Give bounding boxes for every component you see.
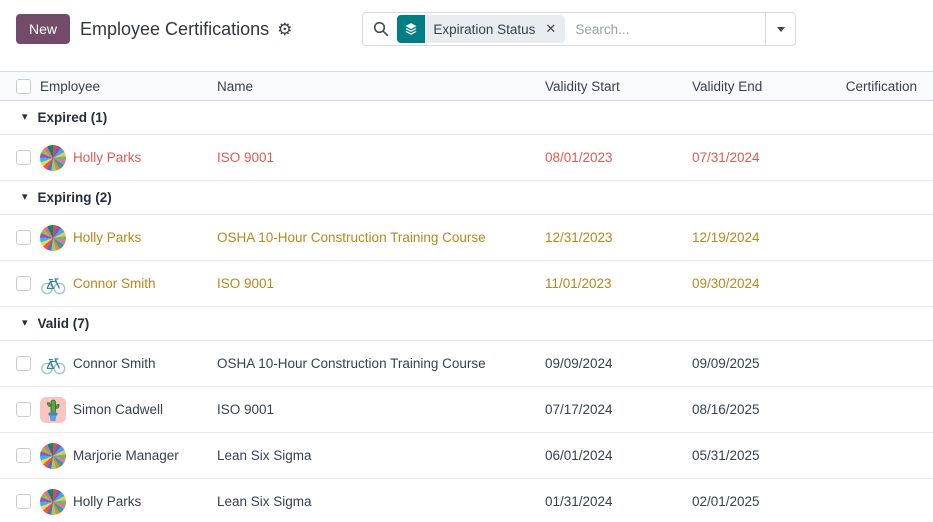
chevron-down-icon <box>776 26 785 32</box>
layers-icon <box>397 15 426 43</box>
row-checkbox[interactable] <box>16 276 31 291</box>
column-header-validity-end[interactable]: Validity End <box>692 78 763 94</box>
pinwheel-avatar <box>40 144 66 171</box>
row-checkbox[interactable] <box>16 448 31 463</box>
certification-name: ISO 9001 <box>217 150 275 165</box>
certification-name: ISO 9001 <box>217 276 275 291</box>
group-caret-icon: ▾ <box>22 111 28 123</box>
validity-end: 05/31/2025 <box>692 448 760 463</box>
table-row[interactable]: Holly Parks Lean Six Sigma 01/31/2024 02… <box>0 479 933 522</box>
employee-name: Marjorie Manager <box>73 448 179 463</box>
validity-start: 12/31/2023 <box>545 230 613 245</box>
page-title: Employee Certifications <box>80 18 270 39</box>
certification-name: OSHA 10-Hour Construction Training Cours… <box>217 356 486 371</box>
row-checkbox[interactable] <box>16 150 31 165</box>
pinwheel-avatar <box>40 488 66 515</box>
pinwheel-avatar <box>40 224 66 251</box>
validity-start: 06/01/2024 <box>545 448 613 463</box>
employee-name: Holly Parks <box>73 150 142 165</box>
group-label: Expired (1) <box>37 110 108 125</box>
table-row[interactable]: Connor Smith OSHA 10-Hour Construction T… <box>0 341 933 387</box>
validity-start: 08/01/2023 <box>545 150 613 165</box>
pinwheel-avatar <box>40 442 66 469</box>
bicycle-avatar <box>40 270 66 297</box>
validity-end: 09/09/2025 <box>692 356 760 371</box>
control-panel: New Employee Certifications ⚙ Expiration… <box>0 0 933 58</box>
search-dropdown-toggle[interactable] <box>765 13 795 45</box>
row-checkbox[interactable] <box>16 402 31 417</box>
employee-name: Holly Parks <box>73 230 142 245</box>
validity-start: 07/17/2024 <box>545 402 613 417</box>
select-all-checkbox[interactable] <box>16 78 31 94</box>
group-label: Expiring (2) <box>37 190 112 205</box>
column-header-certification[interactable]: Certification <box>845 78 917 94</box>
certification-name: Lean Six Sigma <box>217 494 312 509</box>
employee-name: Holly Parks <box>73 494 142 509</box>
search-bar[interactable]: Expiration Status ✕ <box>362 12 797 46</box>
table-header-row: Employee Name Validity Start Validity En… <box>0 71 933 101</box>
validity-end: 07/31/2024 <box>692 150 760 165</box>
certification-name: Lean Six Sigma <box>217 448 312 463</box>
row-checkbox[interactable] <box>16 230 31 245</box>
validity-end: 08/16/2025 <box>692 402 760 417</box>
group-caret-icon: ▾ <box>22 191 28 203</box>
search-icon <box>363 21 397 37</box>
certification-name: ISO 9001 <box>217 402 275 417</box>
column-header-validity-start[interactable]: Validity Start <box>545 78 620 94</box>
validity-start: 11/01/2023 <box>545 276 612 291</box>
validity-end: 09/30/2024 <box>692 276 760 291</box>
employee-name: Connor Smith <box>73 276 156 291</box>
group-caret-icon: ▾ <box>22 317 28 329</box>
column-header-employee[interactable]: Employee <box>40 78 101 94</box>
table-row[interactable]: Connor Smith ISO 9001 11/01/2023 09/30/2… <box>0 261 933 307</box>
employee-name: Simon Cadwell <box>73 402 164 417</box>
groupby-facet[interactable]: Expiration Status ✕ <box>397 15 566 43</box>
bicycle-avatar <box>40 350 66 377</box>
table-row[interactable]: Marjorie Manager Lean Six Sigma 06/01/20… <box>0 433 933 479</box>
search-input[interactable] <box>565 21 766 37</box>
facet-remove-icon[interactable]: ✕ <box>545 21 557 36</box>
group-header-row[interactable]: ▾ Expiring (2) <box>0 181 933 215</box>
validity-end: 02/01/2025 <box>692 494 760 509</box>
table-row[interactable]: Simon Cadwell ISO 9001 07/17/2024 08/16/… <box>0 387 933 433</box>
table-row[interactable]: Holly Parks ISO 9001 08/01/2023 07/31/20… <box>0 135 933 181</box>
row-checkbox[interactable] <box>16 494 31 509</box>
validity-start: 01/31/2024 <box>545 494 613 509</box>
certifications-table: Employee Name Validity Start Validity En… <box>0 71 933 522</box>
group-header-row[interactable]: ▾ Valid (7) <box>0 307 933 341</box>
certification-name: OSHA 10-Hour Construction Training Cours… <box>217 230 486 245</box>
cactus-avatar <box>40 396 66 423</box>
new-button[interactable]: New <box>16 14 71 44</box>
table-body: ▾ Expired (1) Holly Parks ISO 9001 08/01… <box>0 101 933 522</box>
facet-label: Expiration Status <box>433 21 536 37</box>
group-label: Valid (7) <box>37 316 90 331</box>
validity-start: 09/09/2024 <box>545 356 613 371</box>
row-checkbox[interactable] <box>16 356 31 371</box>
table-row[interactable]: Holly Parks OSHA 10-Hour Construction Tr… <box>0 215 933 261</box>
employee-name: Connor Smith <box>73 356 156 371</box>
column-header-name[interactable]: Name <box>217 78 254 94</box>
validity-end: 12/19/2024 <box>692 230 760 245</box>
gear-icon[interactable]: ⚙ <box>277 19 293 39</box>
group-header-row[interactable]: ▾ Expired (1) <box>0 101 933 135</box>
